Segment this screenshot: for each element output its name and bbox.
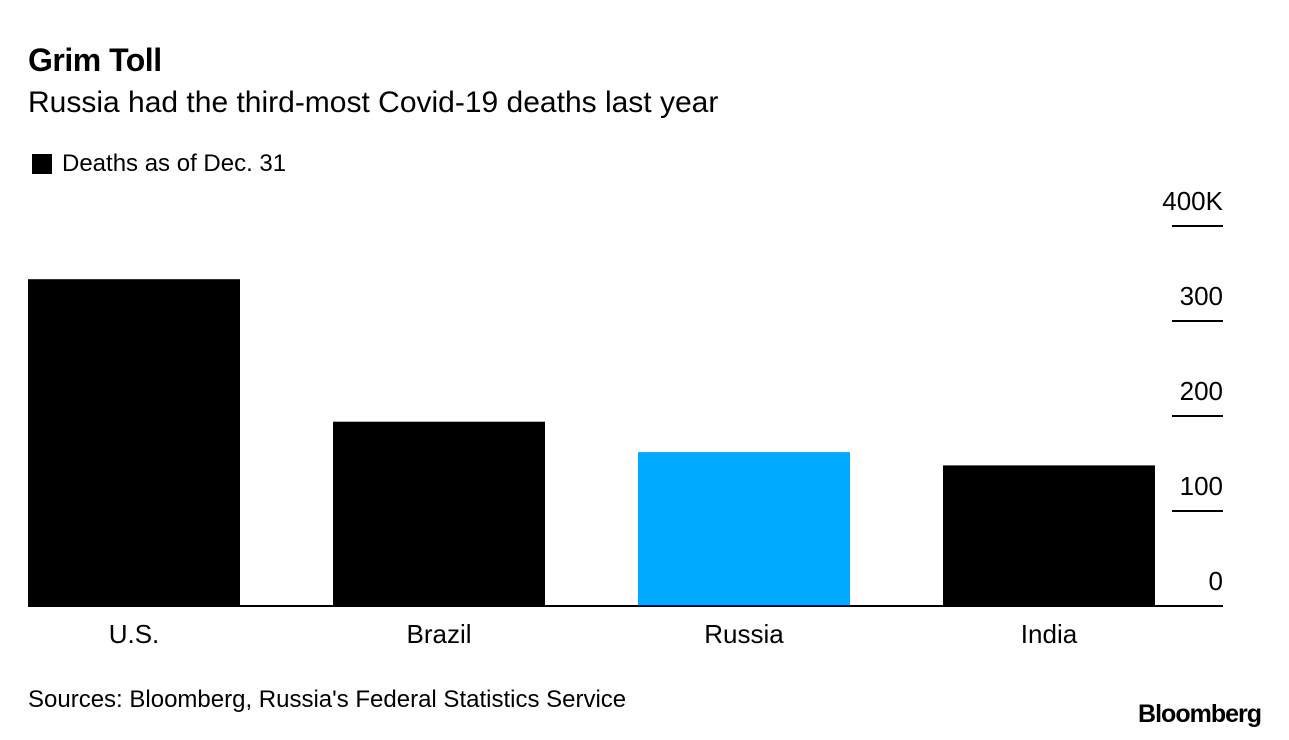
chart-subtitle: Russia had the third-most Covid-19 death…	[28, 86, 719, 119]
bar-brazil	[333, 421, 545, 606]
y-tick-label: 100	[1180, 471, 1223, 501]
bar-us	[28, 279, 240, 606]
x-tick-label: Russia	[704, 619, 784, 649]
y-tick-label: 400K	[1162, 186, 1223, 216]
legend-label: Deaths as of Dec. 31	[62, 150, 287, 177]
source-note: Sources: Bloomberg, Russia's Federal Sta…	[28, 686, 627, 713]
legend: Deaths as of Dec. 31	[32, 150, 286, 178]
x-tick-label: U.S.	[109, 619, 160, 649]
chart-title: Grim Toll	[28, 42, 162, 78]
legend-swatch	[32, 154, 52, 174]
x-tick-label: India	[1021, 619, 1078, 649]
y-tick-label: 200	[1180, 376, 1223, 406]
bar-russia	[638, 452, 850, 606]
bar-india	[943, 465, 1155, 606]
y-tick-label: 300	[1180, 281, 1223, 311]
y-tick-label: 0	[1209, 566, 1223, 596]
bloomberg-logo: Bloomberg	[1138, 700, 1262, 728]
x-tick-label: Brazil	[406, 619, 471, 649]
